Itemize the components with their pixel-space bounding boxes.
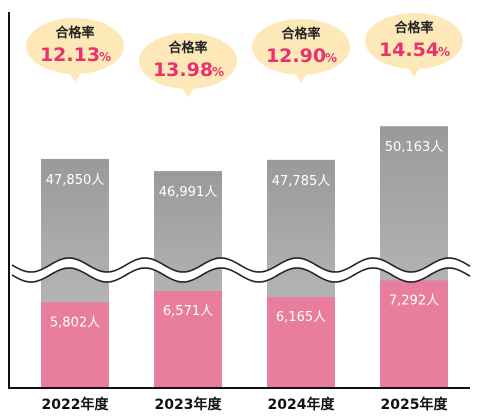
pass-rate-value: 14.54 (379, 39, 439, 61)
bubble-shape (365, 13, 463, 69)
bubble-shape (252, 19, 350, 75)
bubble-tail (68, 71, 82, 82)
pass-rate-unit: % (212, 65, 224, 79)
axis-break-line-upper (11, 257, 471, 273)
category-label: 2024年度 (268, 396, 336, 413)
pass-rate-bubble: 合格率 13.98% (139, 33, 237, 97)
pass-rate-unit: % (438, 45, 450, 59)
pass-rate-bubble: 合格率 12.90% (252, 19, 350, 83)
bubbles-layer: 合格率 12.13% 合格率 13.98% 合格率 12.90% 合格率 14.54% (26, 13, 463, 97)
pass-rate-title: 合格率 (394, 20, 433, 36)
pass-rate-value: 12.13 (40, 44, 100, 66)
pass-rate-title: 合格率 (281, 26, 320, 42)
passer-bar (154, 291, 222, 388)
axis-break-band (12, 258, 470, 282)
passer-label: 6,165人 (276, 310, 326, 325)
passer-bar (267, 297, 335, 388)
bubble-tail (294, 72, 308, 83)
passer-bar (380, 280, 448, 388)
applicant-label: 47,850人 (46, 173, 105, 188)
applicant-label: 50,163人 (385, 140, 444, 155)
pass-rate-bubble: 合格率 14.54% (365, 13, 463, 77)
pass-rate-value: 13.98 (153, 59, 213, 81)
category-label: 2023年度 (155, 396, 223, 413)
bubble-shape (26, 18, 124, 74)
bubble-tail (407, 66, 421, 77)
applicant-label: 46,991人 (159, 185, 218, 200)
category-label: 2022年度 (42, 396, 110, 413)
pass-rate-title: 合格率 (55, 25, 94, 41)
labels-layer: 47,850人 5,802人 2022年度 46,991人 6,571人 2023年度 47… (42, 140, 449, 413)
bars-layer (41, 126, 448, 389)
passer-label: 5,802人 (50, 315, 100, 330)
passer-label: 6,571人 (163, 304, 213, 319)
bubble-shape (139, 33, 237, 89)
pass-rate-title: 合格率 (168, 40, 207, 56)
bubble-tail (181, 86, 195, 97)
pass-rate-unit: % (325, 51, 337, 65)
passer-label: 7,292人 (389, 293, 439, 308)
axis-break (11, 257, 471, 283)
axis-break-line-lower (11, 267, 471, 283)
applicant-label: 47,785人 (272, 174, 331, 189)
pass-rate-value: 12.90 (266, 45, 326, 67)
pass-rate-bubble: 合格率 12.13% (26, 18, 124, 82)
passer-bar (41, 302, 109, 388)
pass-rate-unit: % (99, 50, 111, 64)
category-label: 2025年度 (381, 396, 449, 413)
